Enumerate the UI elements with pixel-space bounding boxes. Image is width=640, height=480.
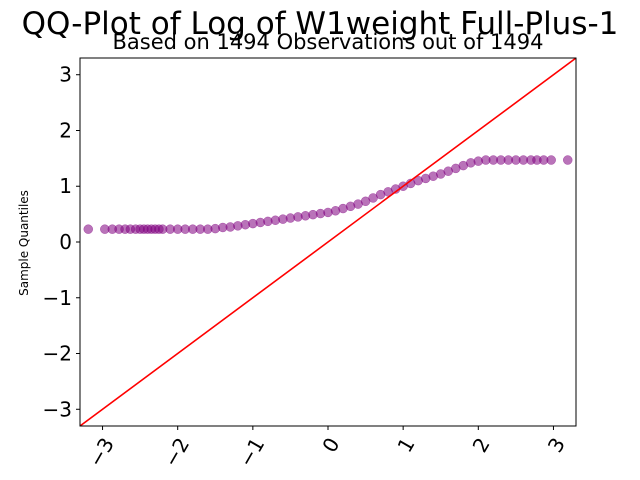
y-tick-label: 2 [59,118,72,142]
y-tick-label: −2 [43,342,72,366]
x-tick-label: 1 [392,434,419,457]
x-tick-label: 2 [468,434,495,457]
reference-line [80,58,576,426]
y-tick-label: −1 [43,286,72,310]
plot-content [80,58,576,426]
x-tick-label: −3 [83,434,119,472]
chart-subtitle: Based on 1494 Observations out of 1494 [112,30,543,54]
y-axis-label: Sample Quantiles [17,190,31,296]
data-point [562,155,573,165]
y-tick-label: 1 [59,174,72,198]
chart-title: QQ-Plot of Log of W1weight Full-Plus-1 [22,6,619,42]
y-tick-label: −3 [43,397,72,421]
data-point [83,224,94,234]
x-tick-label: 0 [317,434,344,457]
y-tick-label: 3 [59,63,72,87]
x-tick-label: −1 [234,434,270,472]
x-tick-label: 3 [543,434,570,457]
y-tick-label: 0 [59,230,72,254]
axes-frame [79,57,577,427]
plot-area: −3 −2 −1 0 1 2 3 −3 −2 −1 0 1 2 3 [43,58,576,471]
x-tick-label: −2 [159,434,195,472]
data-point [546,155,556,165]
